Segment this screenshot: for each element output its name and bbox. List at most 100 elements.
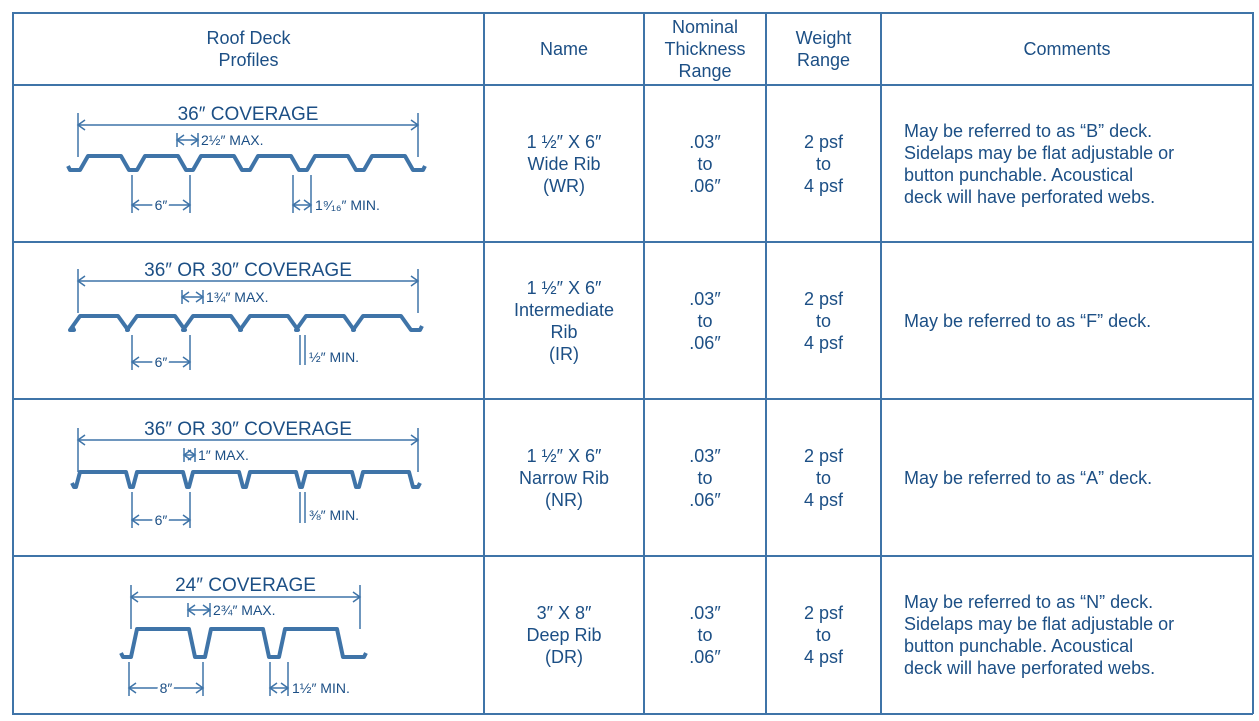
pitch-arrowheads	[130, 356, 192, 368]
pitch-label: 8″	[160, 680, 173, 696]
thickness-range-line: to	[697, 625, 713, 645]
weight-range-line: 4 psf	[803, 332, 844, 353]
thickness-range-line: to	[697, 467, 713, 488]
deck-name-line: (DR)	[545, 647, 583, 667]
deep-rib-profile	[119, 627, 368, 659]
comments: May be referred to as “F” deck.	[882, 243, 1252, 398]
thickness-range-line: .03″	[689, 131, 721, 152]
row-divider	[12, 555, 1253, 557]
thickness-range: .03″ to .06″	[645, 86, 765, 241]
pitch-label: 6″	[155, 197, 168, 213]
weight-range-line: to	[815, 153, 831, 174]
deck-name-line: Intermediate	[513, 299, 615, 320]
min-label: ⅜″ MIN.	[309, 507, 359, 523]
comments-line: May be referred to as “B” deck.	[904, 120, 1153, 141]
thickness-range-line: .03″	[689, 603, 721, 623]
deck-name: 3″ X 8″ Deep Rib (DR)	[485, 557, 643, 713]
comments: May be referred to as “A” deck.	[882, 400, 1252, 555]
row-divider	[12, 713, 1253, 715]
deck-name: 1 ½″ X 6″ Intermediate Rib (IR)	[485, 243, 643, 398]
weight-range-line: 2 psf	[803, 288, 844, 309]
intermediate-rib-profile	[68, 314, 424, 332]
comments-line: Sidelaps may be flat adjustable or	[904, 142, 1175, 163]
thickness-range-line: .06″	[689, 489, 721, 510]
weight-range-line: 4 psf	[803, 489, 844, 510]
weight-range-line: 2 psf	[803, 131, 844, 152]
coverage-label: 24″ COVERAGE	[175, 575, 316, 596]
thickness-range-line: .06″	[689, 332, 721, 353]
max-label: 1″ MAX.	[198, 447, 249, 463]
thickness-range: .03″ to .06″	[645, 243, 765, 398]
comments-line: May be referred to as “A” deck.	[904, 467, 1153, 488]
deck-name-line: Deep Rib	[526, 625, 602, 645]
comments-line: deck will have perforated webs.	[904, 186, 1156, 207]
row-divider	[12, 398, 1253, 400]
row-divider	[12, 12, 1253, 14]
comments-line: deck will have perforated webs.	[904, 658, 1156, 678]
min-label: 1⁹⁄₁₆″ MIN.	[315, 197, 380, 213]
min-label: ½″ MIN.	[309, 349, 359, 365]
deck-name-line: Wide Rib	[527, 153, 601, 174]
comments-line: button punchable. Acoustical	[904, 164, 1134, 185]
comments: May be referred to as “B” deck. Sidelaps …	[882, 86, 1252, 241]
row-divider	[12, 84, 1253, 86]
weight-range-line: to	[815, 467, 831, 488]
weight-range: 2 psf to 4 psf	[767, 86, 880, 241]
thickness-range-line: to	[697, 153, 713, 174]
thickness-range: .03″ to .06″	[645, 557, 765, 713]
header-name: Name	[539, 39, 588, 59]
column-divider	[12, 12, 14, 714]
column-divider	[483, 12, 485, 714]
pitch-label: 6″	[155, 354, 168, 370]
coverage-label: 36″ OR 30″ COVERAGE	[144, 260, 352, 281]
header-comments: Comments	[1023, 39, 1111, 59]
thickness-range-line: .03″	[689, 445, 721, 466]
comments-line: May be referred to as “F” deck.	[904, 310, 1152, 331]
pitch-arrowheads	[127, 682, 205, 694]
weight-range-line: to	[815, 310, 831, 331]
deck-name: 1 ½″ X 6″ Wide Rib (WR)	[485, 86, 643, 241]
deck-name-line: (WR)	[543, 175, 585, 196]
deck-name-line: Rib	[550, 321, 578, 342]
weight-range-line: 2 psf	[803, 603, 844, 623]
wide-rib-profile	[66, 154, 427, 172]
column-divider	[765, 12, 767, 714]
deck-name-line: 3″ X 8″	[536, 603, 592, 623]
max-label: 1¾″ MAX.	[206, 289, 269, 305]
deck-name-line: 1 ½″ X 6″	[526, 277, 602, 298]
weight-range-line: to	[815, 625, 831, 645]
thickness-range-line: .06″	[689, 647, 721, 667]
max-label: 2¾″ MAX.	[213, 602, 276, 618]
weight-range: 2 psf to 4 psf	[767, 243, 880, 398]
coverage-label: 36″ OR 30″ COVERAGE	[144, 419, 352, 440]
min-dimension-heads	[291, 199, 313, 211]
header-weight: Weight Range	[795, 28, 852, 70]
comments-line: May be referred to as “N” deck.	[904, 592, 1154, 612]
weight-range-line: 4 psf	[803, 175, 844, 196]
column-divider	[880, 12, 882, 714]
header-thickness: Nominal Thickness Range	[664, 17, 746, 81]
thickness-range-line: .03″	[689, 288, 721, 309]
weight-range-line: 4 psf	[803, 647, 844, 667]
comments-line: button punchable. Acoustical	[904, 636, 1134, 656]
deck-name: 1 ½″ X 6″ Narrow Rib (NR)	[485, 400, 643, 555]
comments: May be referred to as “N” deck. Sidelaps …	[882, 557, 1252, 713]
pitch-label: 6″	[155, 512, 168, 528]
deck-name-line: 1 ½″ X 6″	[526, 131, 602, 152]
max-label: 2½″ MAX.	[201, 132, 264, 148]
thickness-range-line: .06″	[689, 175, 721, 196]
thickness-range: .03″ to .06″	[645, 400, 765, 555]
column-divider	[1252, 12, 1254, 714]
row-divider	[12, 241, 1253, 243]
deck-name-line: Narrow Rib	[518, 467, 610, 488]
weight-range: 2 psf to 4 psf	[767, 557, 880, 713]
comments-line: Sidelaps may be flat adjustable or	[904, 614, 1175, 634]
min-label: 1½″ MIN.	[292, 680, 350, 696]
weight-range: 2 psf to 4 psf	[767, 400, 880, 555]
narrow-rib-profile	[70, 470, 422, 489]
deck-name-line: 1 ½″ X 6″	[526, 445, 602, 466]
thickness-range-line: to	[697, 310, 713, 331]
min-dimension-heads	[268, 682, 290, 694]
